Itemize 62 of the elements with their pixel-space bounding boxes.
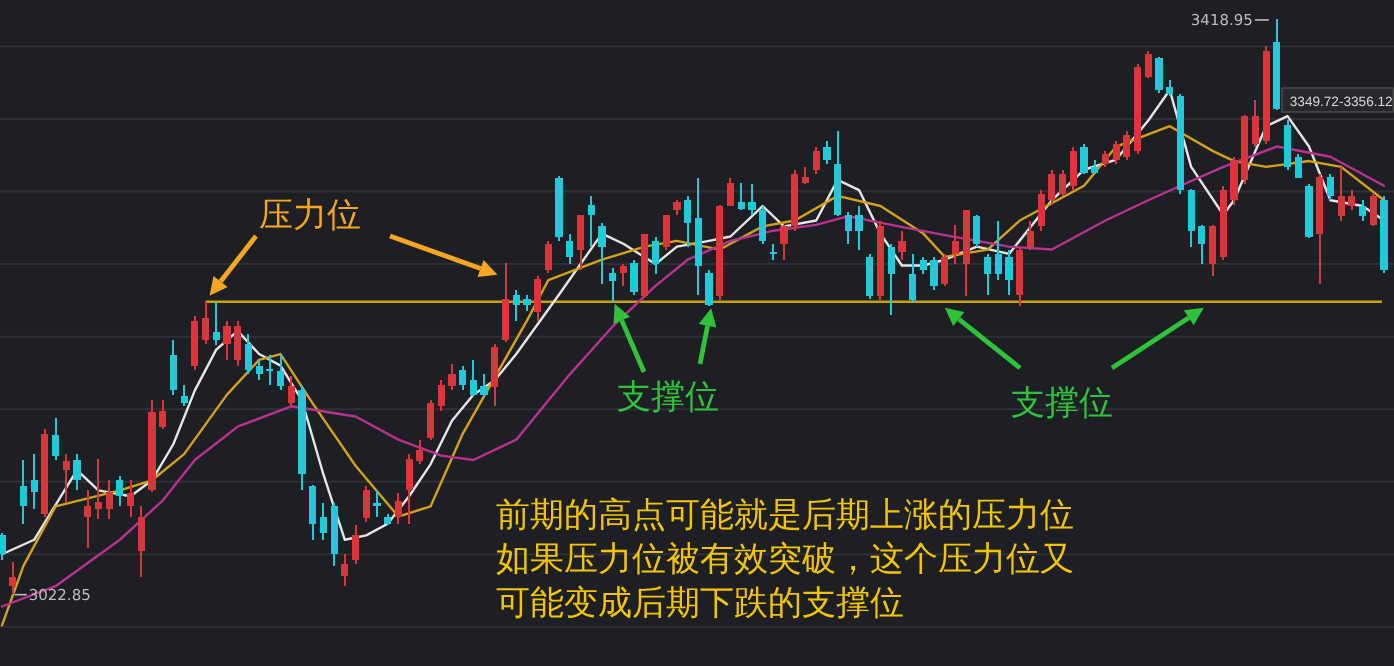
candlestick [1026,219,1035,251]
candlestick [598,222,606,286]
candlestick [1273,17,1281,109]
annotation: 压力位 [259,196,361,236]
candlestick [1369,195,1377,225]
candlestick [705,268,713,305]
candlestick [84,489,92,550]
candlestick [9,560,17,595]
candlestick [62,453,70,505]
candlestick [587,194,595,248]
candlestick [180,383,188,408]
candlestick [19,458,28,525]
candlestick [330,502,338,567]
candlestick [1262,45,1270,145]
candlestick [941,252,949,285]
candlestick [951,223,960,266]
candlestick [566,232,574,266]
annotation: 支撑位 [617,378,719,418]
candlestick [94,457,103,521]
candlestick [394,492,402,525]
candlestick [1251,99,1260,148]
candlestick [373,489,381,518]
candlestick [544,239,552,274]
candlestick [73,453,81,492]
candlestick [834,129,842,215]
candlestick [1016,245,1024,308]
candlestick [41,428,49,518]
annotation: 前期的高点可能就是后期上涨的压力位如果压力位被有效突破，这个压力位又可能变成后期下跌的支撑位 [496,496,1074,624]
candlestick [780,226,788,261]
candlestick [1358,199,1367,222]
candlestick [491,342,499,408]
candlestick [309,486,317,541]
candlestick [898,229,906,261]
candlestick [973,216,981,248]
candlestick [909,252,917,301]
candlestick [105,479,113,521]
candlestick [126,479,135,518]
annotation: 支撑位 [1011,384,1113,424]
candlestick [169,338,178,396]
candlestick [341,553,349,588]
candlestick [1101,149,1110,168]
candlestick [887,242,895,316]
candlestick [769,242,777,261]
candlestick [694,177,702,296]
candlestick [630,258,638,296]
candlestick [984,252,992,296]
candlestick [673,201,681,216]
candlestick [801,165,810,183]
candlestick [1283,119,1292,171]
candlestick [319,502,327,541]
candlestick [137,505,145,579]
candlestick [384,512,392,524]
candlestick [619,265,627,287]
candlestick [30,453,38,511]
candlestick [1208,226,1217,277]
candlestick [534,274,542,322]
candlestick [426,399,435,439]
candlestick [1316,173,1324,286]
candlestick [866,252,874,300]
candlestick [1144,49,1152,77]
candlestick [287,374,295,408]
candlestick [1134,62,1142,155]
